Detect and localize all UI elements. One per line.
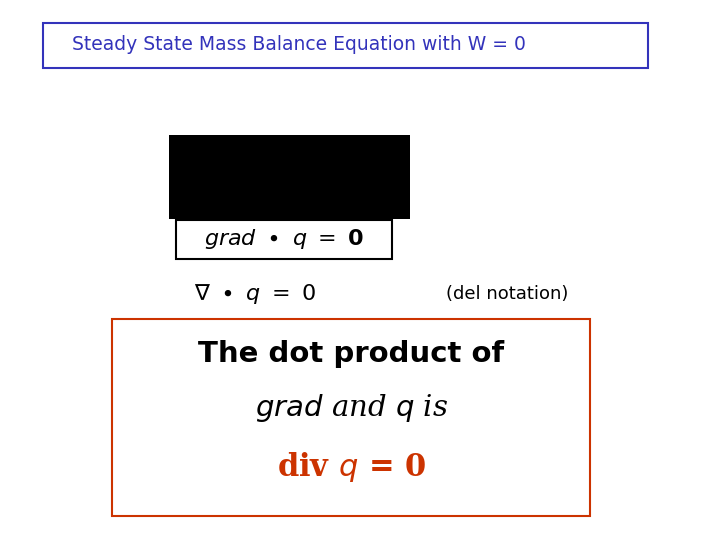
- Text: The dot product of: The dot product of: [198, 340, 505, 368]
- FancyBboxPatch shape: [176, 220, 392, 259]
- Text: $\mathit{grad}$ and $\mathit{q}$ is: $\mathit{grad}$ and $\mathit{q}$ is: [255, 392, 448, 424]
- Text: (del notation): (del notation): [446, 285, 569, 303]
- Text: div $\mathit{q}$ = 0: div $\mathit{q}$ = 0: [276, 450, 426, 484]
- Text: Steady State Mass Balance Equation with W = 0: Steady State Mass Balance Equation with …: [72, 35, 526, 55]
- Bar: [169, 135, 410, 219]
- FancyBboxPatch shape: [43, 23, 648, 68]
- FancyBboxPatch shape: [112, 319, 590, 516]
- Text: $\mathit{grad}\ \bullet\ \mathit{q}\ =\ \mathbf{0}$: $\mathit{grad}\ \bullet\ \mathit{q}\ =\ …: [204, 227, 364, 251]
- Text: $\nabla\ \bullet\ \mathit{q}\ =\ 0$: $\nabla\ \bullet\ \mathit{q}\ =\ 0$: [194, 282, 317, 306]
